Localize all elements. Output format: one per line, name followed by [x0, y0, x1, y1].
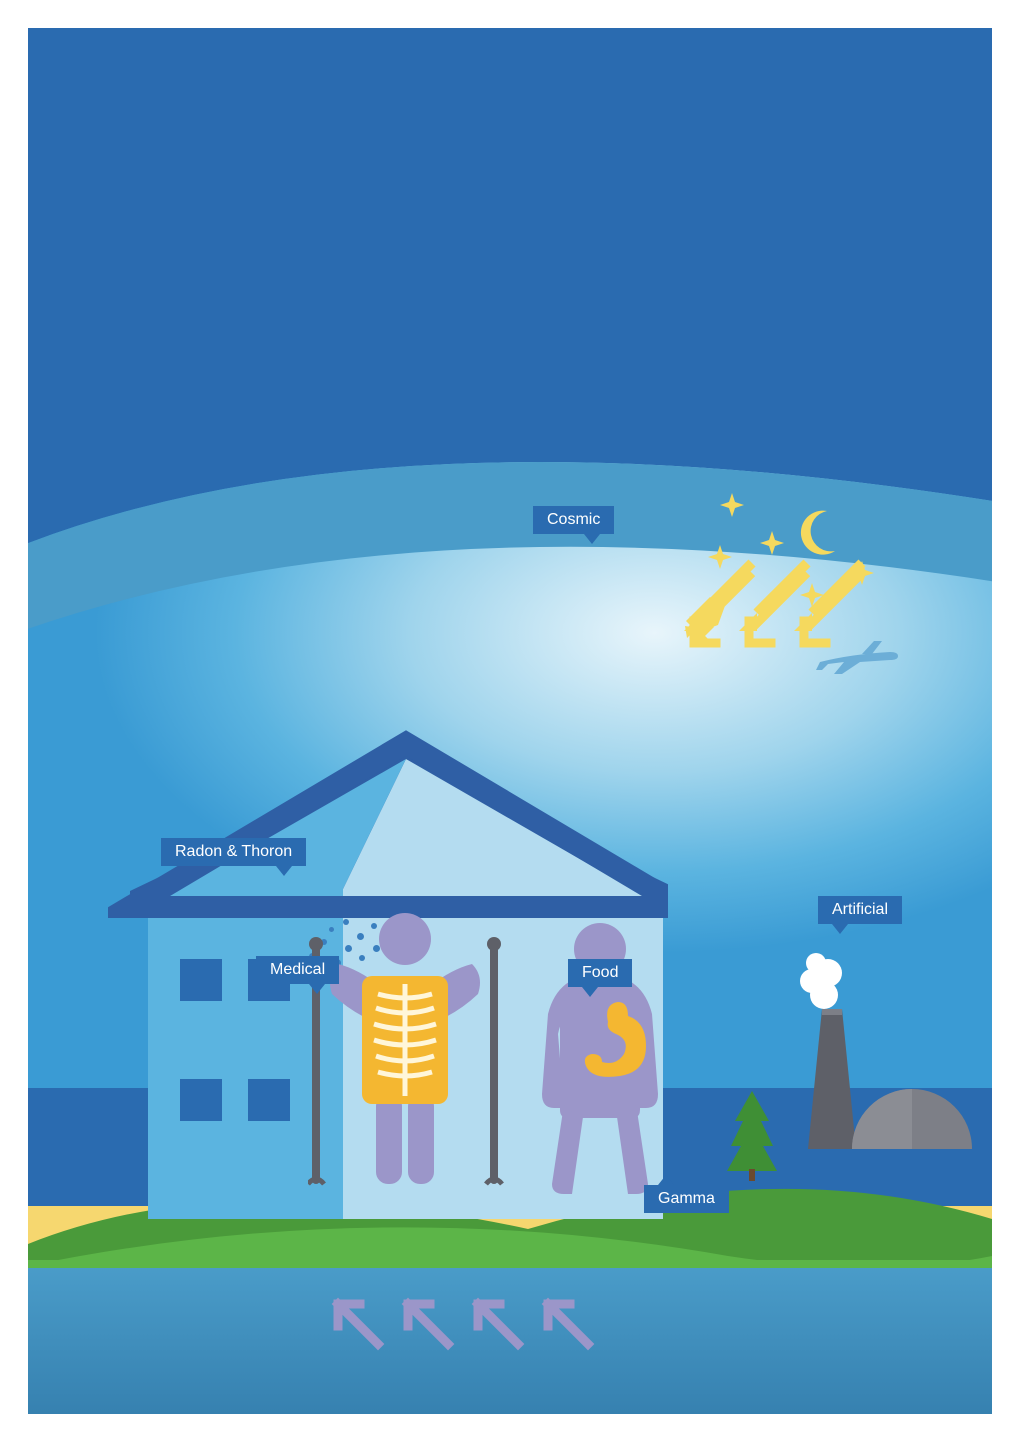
label-gamma: Gamma — [644, 1185, 729, 1213]
page: Radiological Protection Institute of Ire… — [0, 0, 1020, 1442]
tree-icon — [727, 1091, 777, 1186]
org-logo-block: Radiological Protection Institute of Ire… — [50, 83, 423, 143]
title-block: Radiation Doses Received by the Irish Po… — [28, 213, 992, 384]
label-cosmic: Cosmic — [533, 506, 614, 534]
label-medical: Medical — [256, 956, 339, 984]
airplane-icon — [812, 638, 902, 678]
label-food: Food — [568, 959, 632, 987]
gamma-arrows — [328, 1264, 708, 1354]
cover: Radiological Protection Institute of Ire… — [28, 28, 992, 1414]
org-logo-icon — [50, 83, 98, 143]
label-artificial: Artificial — [818, 896, 902, 924]
title-year: 2014 — [28, 341, 992, 384]
title-line2: by the Irish Population — [28, 268, 992, 323]
power-plant-icon — [772, 949, 972, 1189]
org-name-ga: An Institiúid Éireannach um Chosaint Rai… — [108, 115, 423, 127]
org-logo-text: Radiological Protection Institute of Ire… — [108, 83, 423, 127]
title-line1: Radiation Doses Received — [28, 213, 992, 268]
org-name-en: Radiological Protection Institute of Ire… — [108, 91, 423, 112]
label-radon: Radon & Thoron — [161, 838, 306, 866]
people-figures — [308, 894, 688, 1194]
